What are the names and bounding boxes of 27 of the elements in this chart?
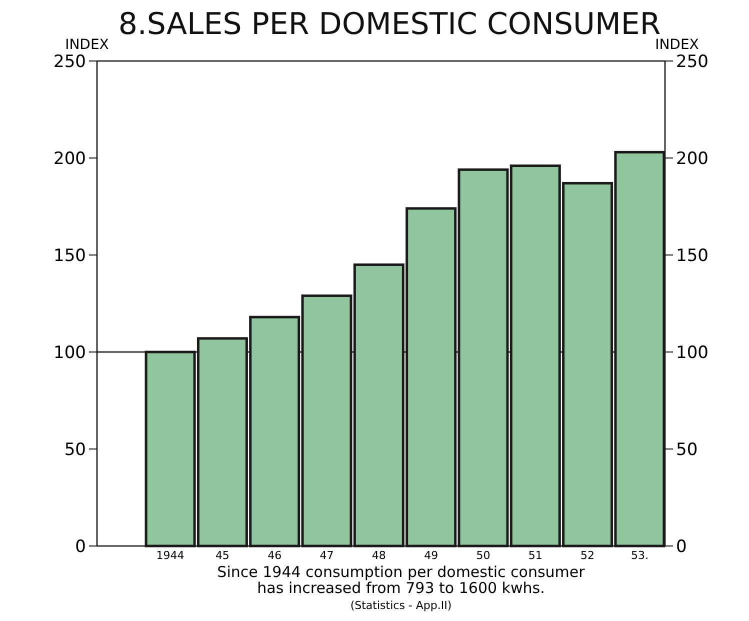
y-tick-label: 50 [64,440,86,460]
x-tick-label: 49 [424,549,438,562]
x-tick-label: 51 [528,549,542,562]
x-tick-label: 46 [268,549,282,562]
x-tick-label: 1944 [156,549,184,562]
y-tick-label: 100 [54,343,86,363]
y-tick-label: 200 [54,149,86,169]
x-tick-label: 52 [580,549,595,562]
y2-tick-label: 250 [676,52,708,72]
y2-axis-title: INDEX [655,37,700,53]
x-tick-label: 47 [320,549,334,562]
y2-tick-label: 200 [676,149,708,169]
y-axis-title: INDEX [65,37,110,53]
y2-tick-label: 100 [676,343,708,363]
x-tick-label: 50 [476,549,490,562]
x-tick-label: 45 [215,549,230,562]
text: (Statistics - App.II) [350,599,452,612]
x-tick-label: 48 [372,549,386,562]
x-tick-label: 53. [630,549,648,562]
text: has increased from 793 to 1600 kwhs. [257,579,545,597]
y2-tick-label: 150 [676,246,708,266]
text: Since 1944 consumption per domestic consumer [217,563,586,581]
y-tick-label: 250 [54,52,86,72]
y2-tick-label: 50 [676,440,698,460]
y-tick-label: 0 [75,537,86,557]
y2-tick-label: 0 [676,537,687,557]
y-tick-label: 150 [54,246,86,266]
